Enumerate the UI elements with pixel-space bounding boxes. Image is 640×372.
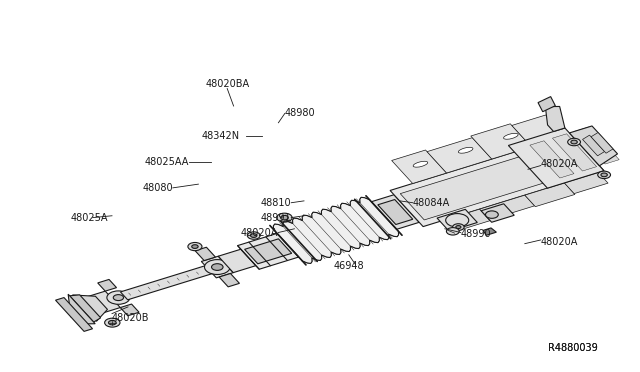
Polygon shape [591, 132, 613, 153]
Text: 48980: 48980 [285, 109, 316, 118]
Text: 48020A: 48020A [241, 228, 278, 237]
Ellipse shape [413, 161, 428, 167]
Polygon shape [273, 197, 399, 263]
Polygon shape [68, 294, 95, 324]
Polygon shape [483, 228, 497, 235]
Circle shape [447, 228, 460, 235]
Polygon shape [202, 256, 233, 278]
Ellipse shape [504, 133, 518, 139]
Polygon shape [371, 195, 419, 229]
Circle shape [205, 260, 230, 275]
Polygon shape [512, 115, 565, 147]
Text: 48991: 48991 [260, 213, 291, 222]
Circle shape [568, 138, 580, 146]
Polygon shape [237, 233, 299, 269]
Text: R4880039: R4880039 [548, 343, 598, 353]
Polygon shape [56, 298, 93, 331]
Polygon shape [570, 126, 618, 166]
Text: 48020B: 48020B [112, 313, 150, 323]
Circle shape [486, 211, 499, 218]
Polygon shape [70, 295, 100, 322]
Polygon shape [437, 209, 477, 231]
Polygon shape [552, 134, 596, 171]
Polygon shape [98, 279, 116, 291]
Text: 48990: 48990 [461, 230, 492, 239]
Text: 48025AA: 48025AA [145, 157, 189, 167]
Circle shape [107, 291, 130, 304]
Polygon shape [525, 183, 575, 207]
Circle shape [250, 234, 257, 237]
Text: 48025A: 48025A [70, 213, 108, 222]
Circle shape [598, 171, 611, 179]
Polygon shape [378, 199, 413, 224]
Polygon shape [218, 249, 256, 273]
Polygon shape [244, 239, 292, 264]
Polygon shape [582, 135, 605, 156]
Text: 46948: 46948 [333, 261, 364, 271]
Circle shape [192, 245, 198, 248]
Polygon shape [72, 295, 108, 321]
Text: 48020BA: 48020BA [205, 79, 249, 89]
Polygon shape [120, 304, 139, 316]
Polygon shape [219, 273, 239, 287]
Polygon shape [508, 128, 604, 188]
Polygon shape [575, 127, 620, 164]
Polygon shape [471, 124, 531, 159]
Circle shape [113, 295, 124, 301]
Circle shape [212, 264, 223, 270]
Circle shape [109, 320, 116, 325]
Text: R4880039: R4880039 [548, 343, 598, 353]
Polygon shape [390, 135, 604, 227]
Polygon shape [392, 150, 447, 183]
Circle shape [601, 173, 607, 177]
Text: 48342N: 48342N [202, 131, 240, 141]
Text: 48080: 48080 [142, 183, 173, 193]
Text: 48020A: 48020A [541, 237, 578, 247]
Circle shape [247, 232, 260, 239]
Text: 48020A: 48020A [541, 159, 578, 169]
Polygon shape [545, 106, 565, 132]
Polygon shape [445, 209, 490, 231]
Polygon shape [530, 141, 574, 178]
Polygon shape [479, 195, 534, 220]
Polygon shape [427, 138, 492, 173]
Text: 48084A: 48084A [413, 198, 450, 208]
Text: 48810: 48810 [260, 198, 291, 208]
Ellipse shape [458, 147, 473, 153]
Circle shape [276, 213, 292, 222]
Circle shape [105, 318, 120, 327]
Circle shape [571, 140, 577, 144]
Polygon shape [400, 141, 594, 220]
Polygon shape [564, 173, 608, 193]
Polygon shape [195, 247, 216, 260]
Polygon shape [120, 266, 212, 300]
Circle shape [456, 225, 461, 228]
Circle shape [280, 215, 288, 220]
Circle shape [452, 224, 464, 230]
Polygon shape [481, 204, 515, 222]
Circle shape [445, 214, 468, 227]
Polygon shape [538, 97, 556, 112]
Circle shape [188, 243, 202, 251]
Polygon shape [86, 291, 120, 314]
